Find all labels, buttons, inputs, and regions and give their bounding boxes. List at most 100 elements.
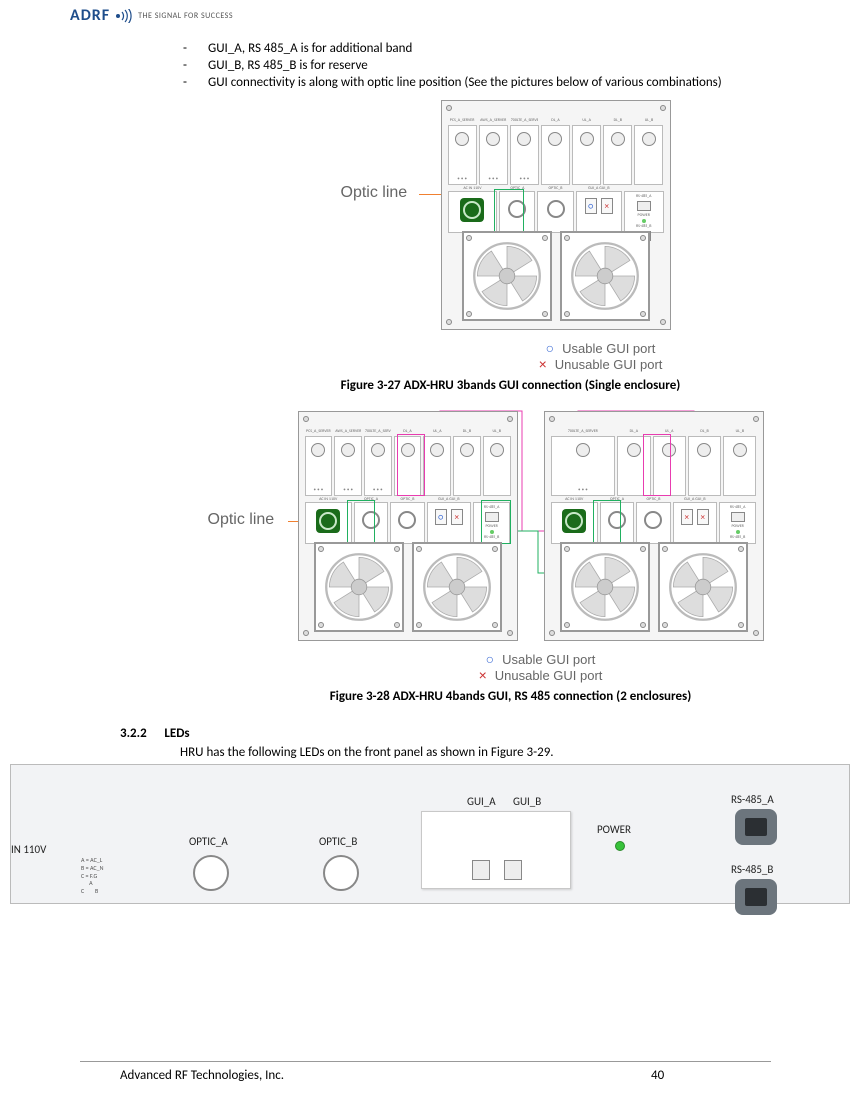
connector: UL_B <box>723 436 756 496</box>
power-led-icon <box>642 219 646 223</box>
jack-icon <box>580 132 594 146</box>
fan-icon <box>658 542 748 632</box>
optic-highlight <box>494 189 524 233</box>
gui-b-mark: × <box>697 509 709 525</box>
footer-company: Advanced RF Technologies, Inc. <box>120 1068 651 1083</box>
connector: DL_B <box>688 436 721 496</box>
rs485a-label: RS-485_A <box>627 194 661 199</box>
connector: 700LTE_A_SERVER• • • <box>364 436 392 496</box>
gui-a-mark: ○ <box>585 198 597 214</box>
ac-in-block: AC IN 110V <box>551 502 598 544</box>
legend-27: ○Usable GUI port × Unusable GUI port <box>180 340 841 372</box>
connector-label: PCS_A_SERVER <box>449 118 476 123</box>
gui-b-label: GUI_B <box>513 795 541 808</box>
figure-28-caption: Figure 3-28 ADX-HRU 4bands GUI, RS 485 c… <box>180 689 841 704</box>
lower-row: AC IN 110V OPTIC_A OPTIC_B GUI_A GUI_B ○… <box>448 191 664 233</box>
connector: UL_A <box>572 125 601 185</box>
pin-legend: A = AC_L B = AC_N C = F.G A C B <box>81 857 103 896</box>
connector: UL_B <box>634 125 663 185</box>
device-panel-left: PCS_A_SERVER• • • AWS_A_SERVER• • • 700L… <box>298 411 518 641</box>
connector: DL_B <box>453 436 481 496</box>
figure-27-wrap: Optic line PCS_A_SERVER• • • AWS_A_SERVE… <box>180 100 841 334</box>
fan-row <box>450 231 662 321</box>
dash-icon: - <box>180 41 190 56</box>
fan-icon <box>560 542 650 632</box>
jack-icon <box>611 132 625 146</box>
jack-icon <box>548 132 562 146</box>
company-logo: ADRF <box>70 6 132 25</box>
logo-text: ADRF <box>70 6 110 25</box>
legend-row: ○Usable GUI port <box>546 340 656 356</box>
optic-highlight <box>347 500 375 544</box>
optic-b-port <box>323 855 359 891</box>
ac-in-block: AC IN 110V <box>448 191 498 233</box>
gui-block: GUI_A GUI_B ○× <box>427 502 471 544</box>
connector-label: UL_B <box>635 118 662 123</box>
rs485b-label: RS-485_B <box>731 863 773 876</box>
usb-port-icon <box>472 860 490 880</box>
figure-27-caption: Figure 3-27 ADX-HRU 3bands GUI connectio… <box>180 378 841 393</box>
figure-28-wrap: Optic line PCS_A_SERVER• • • AWS_A_SERVE… <box>180 411 841 645</box>
legend-unusable: Unusable GUI port <box>555 357 663 372</box>
side-block: RS-485_A POWER RS-485_B <box>624 191 664 233</box>
fan-icon <box>314 542 404 632</box>
optic-highlight <box>593 500 621 544</box>
legend-row: × Unusable GUI port <box>539 356 663 372</box>
front-panel-figure: IN 110V A = AC_L B = AC_N C = F.G A C B … <box>10 764 850 904</box>
power-label: POWER <box>597 823 631 836</box>
lower-row: AC IN 110V OPTIC_A OPTIC_B GUI_A GUI_B ×… <box>551 502 757 544</box>
device-panel-right: 700LTE_A_SERVER• • • DL_A UL_A DL_B UL_B… <box>544 411 764 641</box>
pink-highlight <box>397 434 425 496</box>
section-text: HRU has the following LEDs on the front … <box>180 745 841 760</box>
bullet-text: GUI connectivity is along with optic lin… <box>208 75 722 90</box>
jack-icon <box>517 132 531 146</box>
connector-row: PCS_A_SERVER• • • AWS_A_SERVER• • • 700L… <box>448 125 664 185</box>
connector: PCS_A_SERVER• • • <box>448 125 477 185</box>
footer-row: Advanced RF Technologies, Inc. 40 <box>0 1068 851 1083</box>
jack-icon <box>486 132 500 146</box>
optic-line-label: Optic line <box>341 184 408 202</box>
optic-b-label: OPTIC_B <box>319 835 357 848</box>
rj45-port-icon <box>735 879 777 915</box>
ac-in-block: AC IN 110V <box>305 502 352 544</box>
tagline: THE SIGNAL FOR SUCCESS <box>138 11 233 21</box>
gui-box <box>421 811 571 889</box>
optic-b-block: OPTIC_B <box>636 502 670 544</box>
connector: PCS_A_SERVER• • • <box>305 436 333 496</box>
section-title: LEDs <box>164 726 189 741</box>
block-label: AC IN 110V <box>449 186 497 191</box>
bullet-text: GUI_A, RS 485_A is for additional band <box>208 41 412 56</box>
fan-icon <box>412 542 502 632</box>
signal-icon <box>114 9 132 23</box>
dash-icon: - <box>180 75 190 90</box>
fan-icon <box>560 231 650 321</box>
connector-label: DL_B <box>604 118 631 123</box>
connector: 700LTE_A_SERVER• • • <box>510 125 539 185</box>
footer-page: 40 <box>651 1068 731 1083</box>
section-heading: 3.2.2 LEDs <box>120 726 841 741</box>
footer-rule <box>80 1061 771 1062</box>
connector-label: DL_A <box>542 118 569 123</box>
in110v-label: IN 110V <box>11 843 46 856</box>
power-led-icon <box>615 841 625 851</box>
two-enclosure-row: PCS_A_SERVER• • • AWS_A_SERVER• • • 700L… <box>298 411 764 641</box>
power-label: POWER <box>627 213 661 218</box>
connector: DL_A <box>541 125 570 185</box>
optic-b-block: OPTIC_B <box>390 502 424 544</box>
page-footer: Advanced RF Technologies, Inc. 40 <box>0 1061 851 1083</box>
bullet-text: GUI_B, RS 485_B is for reserve <box>208 58 368 73</box>
optic-a-port <box>193 855 229 891</box>
unusable-symbol: × <box>539 356 547 372</box>
side-highlight <box>481 500 511 544</box>
optic-port-icon <box>547 200 565 218</box>
usb-port-icon <box>504 860 522 880</box>
figure-28-container: Optic line PCS_A_SERVER• • • AWS_A_SERVE… <box>258 411 764 641</box>
gui-a-mark: × <box>681 509 693 525</box>
list-item: - GUI connectivity is along with optic l… <box>180 75 841 90</box>
rj45-port-icon <box>735 809 777 845</box>
connector-label: UL_A <box>573 118 600 123</box>
dash-icon: - <box>180 58 190 73</box>
section-number: 3.2.2 <box>120 726 147 741</box>
gui-a-label: GUI_A <box>467 795 496 808</box>
connector: UL_B <box>483 436 511 496</box>
